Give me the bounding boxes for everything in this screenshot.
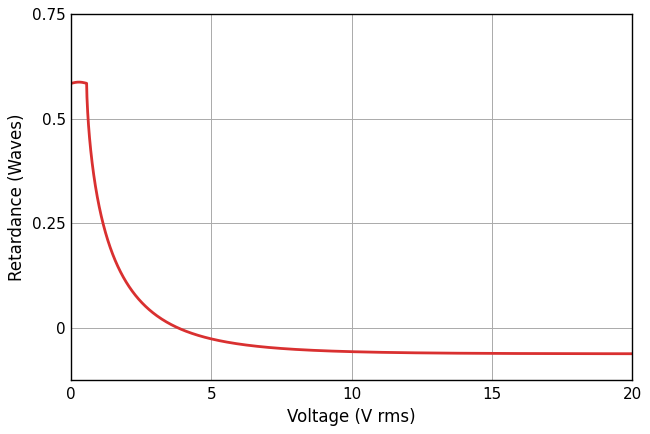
X-axis label: Voltage (V rms): Voltage (V rms) xyxy=(287,408,416,426)
Y-axis label: Retardance (Waves): Retardance (Waves) xyxy=(8,114,27,281)
